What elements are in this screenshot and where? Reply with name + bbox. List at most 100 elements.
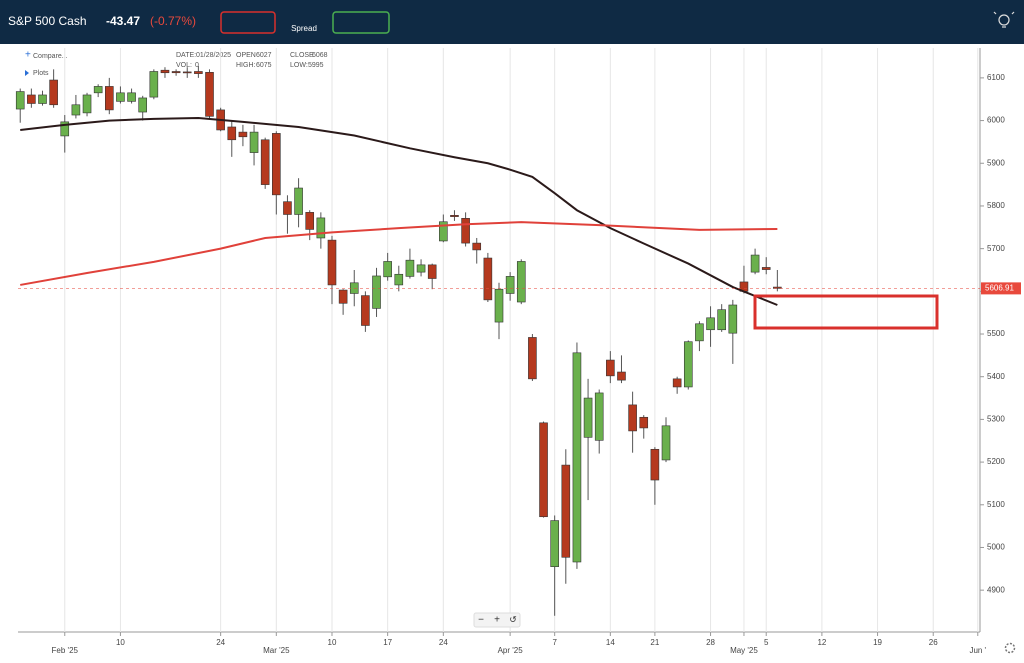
x-tick-label: Feb '25: [52, 646, 79, 655]
candle-body: [272, 133, 281, 196]
compare[interactable]: Compare...: [33, 53, 68, 60]
buy-box[interactable]: [332, 11, 390, 34]
candle-body: [372, 275, 381, 309]
candle-body: [494, 288, 504, 323]
y-tick-label: 5500: [987, 329, 1005, 338]
instrument[interactable]: S&P 500 Cash: [8, 14, 87, 28]
candle-body: [439, 221, 448, 242]
candle-body: [383, 261, 392, 278]
x-tick-label: Jun ': [969, 646, 986, 655]
candle-body: [617, 371, 626, 381]
candle-body: [116, 92, 125, 102]
candle-body: [93, 86, 103, 94]
candle-body: [149, 71, 159, 98]
candle-body: [450, 215, 459, 217]
candle-body: [71, 104, 81, 116]
candle-body: [238, 131, 248, 138]
candle-body: [160, 69, 170, 74]
plots-icon[interactable]: [25, 70, 29, 76]
highlight-box: [753, 294, 939, 330]
x-tick-label: 24: [439, 638, 448, 647]
candle-body: [539, 422, 548, 518]
candle-body: [661, 425, 671, 461]
candle-body: [405, 259, 415, 277]
candle-body: [327, 239, 337, 286]
y-tick-label: 4900: [987, 585, 1005, 594]
last-price-label: 5606.91: [985, 283, 1014, 292]
candle-body: [194, 71, 203, 74]
info-date: 01/28/2025: [196, 52, 231, 59]
moving-average: [20, 117, 778, 306]
candle-body: [505, 276, 515, 294]
candle-body: [750, 254, 760, 273]
x-tick-label: 26: [929, 638, 938, 647]
plots[interactable]: Plots: [33, 70, 49, 77]
settings-icon[interactable]: [1004, 642, 1016, 654]
x-tick-label: 21: [650, 638, 659, 647]
spread-label: Spread: [291, 24, 317, 33]
x-tick-label: 28: [706, 638, 715, 647]
candle-body: [305, 212, 315, 230]
candle-body: [761, 267, 771, 270]
x-tick-label: 10: [116, 638, 125, 647]
x-tick-label: 7: [552, 638, 557, 647]
candle-body: [550, 520, 559, 567]
x-tick-label: 17: [383, 638, 392, 647]
candle-body: [639, 416, 649, 429]
top-bar: [0, 0, 1024, 44]
candle-body: [49, 79, 58, 106]
x-tick-label: 24: [216, 638, 225, 647]
candle-body: [594, 392, 604, 441]
candle-body: [683, 341, 693, 388]
candle-body: [60, 121, 70, 137]
candle-body: [628, 404, 637, 432]
change: -43.47: [106, 14, 140, 28]
x-tick-label: Apr '25: [498, 646, 524, 655]
candle-body: [182, 71, 192, 74]
candle-body: [528, 337, 537, 380]
sell-box[interactable]: [220, 11, 276, 34]
x-tick-label: 10: [328, 638, 337, 647]
x-tick-label: 19: [873, 638, 882, 647]
candle-body: [316, 217, 326, 239]
candle-body: [472, 242, 482, 251]
x-tick-label: May '25: [730, 646, 758, 655]
candle-body: [294, 187, 303, 215]
y-tick-label: 5200: [987, 457, 1005, 466]
info-vol: 0: [195, 62, 199, 69]
x-tick-label: 14: [606, 638, 615, 647]
candle-body: [171, 71, 181, 74]
candle-body: [606, 359, 615, 377]
y-tick-label: 5100: [987, 500, 1005, 509]
y-tick-label: 6100: [987, 73, 1005, 82]
candle-body: [561, 464, 571, 558]
y-tick-label: 6000: [987, 116, 1005, 125]
info-open: 6027: [256, 52, 272, 59]
zoom-in[interactable]: +: [494, 615, 500, 626]
candle-body: [82, 94, 92, 114]
candle-body: [127, 92, 136, 102]
candle-body: [361, 295, 370, 326]
y-tick-label: 5300: [987, 415, 1005, 424]
compare-icon[interactable]: +: [25, 50, 31, 61]
candle-body: [672, 378, 682, 388]
info-high: 6075: [256, 62, 272, 69]
candle-body: [706, 317, 715, 331]
y-tick-label: 5400: [987, 372, 1005, 381]
candle-body: [105, 86, 114, 111]
candle-body: [227, 126, 237, 141]
zoom-out[interactable]: −: [478, 615, 484, 626]
candle-body: [516, 261, 526, 303]
info-date-label: DATE:: [176, 52, 196, 59]
candle-body: [695, 323, 704, 342]
zoom-reset[interactable]: ↺: [509, 614, 517, 624]
x-tick-label: 12: [817, 638, 826, 647]
y-tick-label: 5900: [987, 158, 1005, 167]
zoom-controls: [473, 612, 521, 628]
candle-body: [283, 201, 292, 215]
bulb-icon[interactable]: [993, 11, 1015, 28]
candle-body: [27, 94, 36, 104]
y-tick-label: 5700: [987, 244, 1005, 253]
info-close: 6068: [312, 52, 328, 59]
